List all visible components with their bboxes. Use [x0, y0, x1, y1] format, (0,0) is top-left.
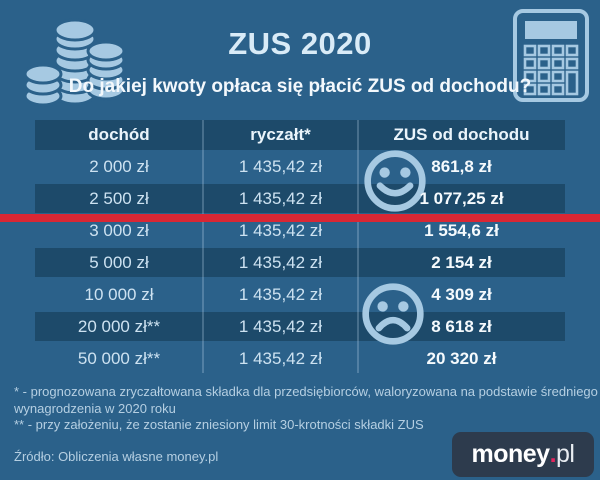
table-row: 20 000 zł** 1 435,42 zł 8 618 zł [35, 312, 565, 341]
table-header-row: dochód ryczałt* ZUS od dochodu [35, 120, 565, 150]
zus-table: dochód ryczałt* ZUS od dochodu 2 000 zł … [35, 120, 565, 376]
page-title: ZUS 2020 [228, 26, 372, 61]
cell-ryczalt: 1 435,42 zł [238, 252, 323, 272]
source-text: Źródło: Obliczenia własne money.pl [14, 449, 219, 464]
cell-dochod: 2 000 zł [89, 156, 149, 176]
happy-face-icon [362, 148, 428, 219]
cell-ryczalt: 1 435,42 zł [238, 220, 323, 240]
cell-zus: 1 554,6 zł [424, 220, 499, 240]
table-row: 10 000 zł 1 435,42 zł 4 309 zł [35, 280, 565, 309]
calculator-icon [512, 8, 590, 108]
footnote-line: ** - przy założeniu, że zostanie zniesio… [14, 417, 424, 432]
column-header-dochod: dochód [88, 125, 150, 144]
footnote-line: * - prognozowana zryczałtowana składka d… [14, 384, 598, 399]
sad-face-icon [360, 281, 426, 352]
cell-dochod: 20 000 zł** [77, 316, 161, 336]
cell-dochod: 3 000 zł [89, 220, 149, 240]
cell-ryczalt: 1 435,42 zł [238, 188, 323, 208]
cell-ryczalt: 1 435,42 zł [238, 156, 323, 176]
cell-zus: 8 618 zł [431, 316, 492, 336]
cell-dochod: 5 000 zł [89, 252, 149, 272]
cell-zus: 20 320 zł [426, 348, 497, 368]
table-row: 3 000 zł 1 435,42 zł 1 554,6 zł [35, 216, 565, 245]
logo-text-pl: pl [556, 440, 575, 468]
cell-zus: 4 309 zł [431, 284, 492, 304]
cell-zus: 2 154 zł [431, 252, 492, 272]
table-row: 2 500 zł 1 435,42 zł 1 077,25 zł [35, 184, 565, 213]
column-header-ryczalt: ryczałt* [250, 125, 311, 144]
moneypl-logo: money. pl [452, 432, 594, 477]
logo-dot: . [549, 440, 557, 468]
footnote-line: wynagrodzenia w 2020 roku [14, 400, 176, 416]
page-subtitle: Do jakiej kwoty opłaca się płacić ZUS od… [68, 76, 532, 97]
cell-ryczalt: 1 435,42 zł [238, 348, 323, 368]
column-header-zus: ZUS od dochodu [393, 125, 530, 144]
cell-ryczalt: 1 435,42 zł [238, 316, 323, 336]
column-divider [202, 120, 204, 373]
table-row: 50 000 zł** 1 435,42 zł 20 320 zł [35, 344, 565, 373]
table-row: 5 000 zł 1 435,42 zł 2 154 zł [35, 248, 565, 277]
red-divider-line [0, 214, 600, 222]
footnotes: * - prognozowana zryczałtowana składka d… [14, 384, 598, 434]
column-divider [357, 120, 359, 373]
logo-text-money: money [471, 440, 550, 468]
cell-ryczalt: 1 435,42 zł [238, 284, 323, 304]
cell-zus: 861,8 zł [431, 156, 492, 176]
cell-dochod: 10 000 zł [84, 284, 154, 304]
cell-dochod: 2 500 zł [89, 188, 149, 208]
coins-icon [22, 6, 127, 113]
cell-zus: 1 077,25 zł [419, 188, 504, 208]
table-row: 2 000 zł 1 435,42 zł 861,8 zł [35, 152, 565, 181]
cell-dochod: 50 000 zł** [77, 348, 161, 368]
